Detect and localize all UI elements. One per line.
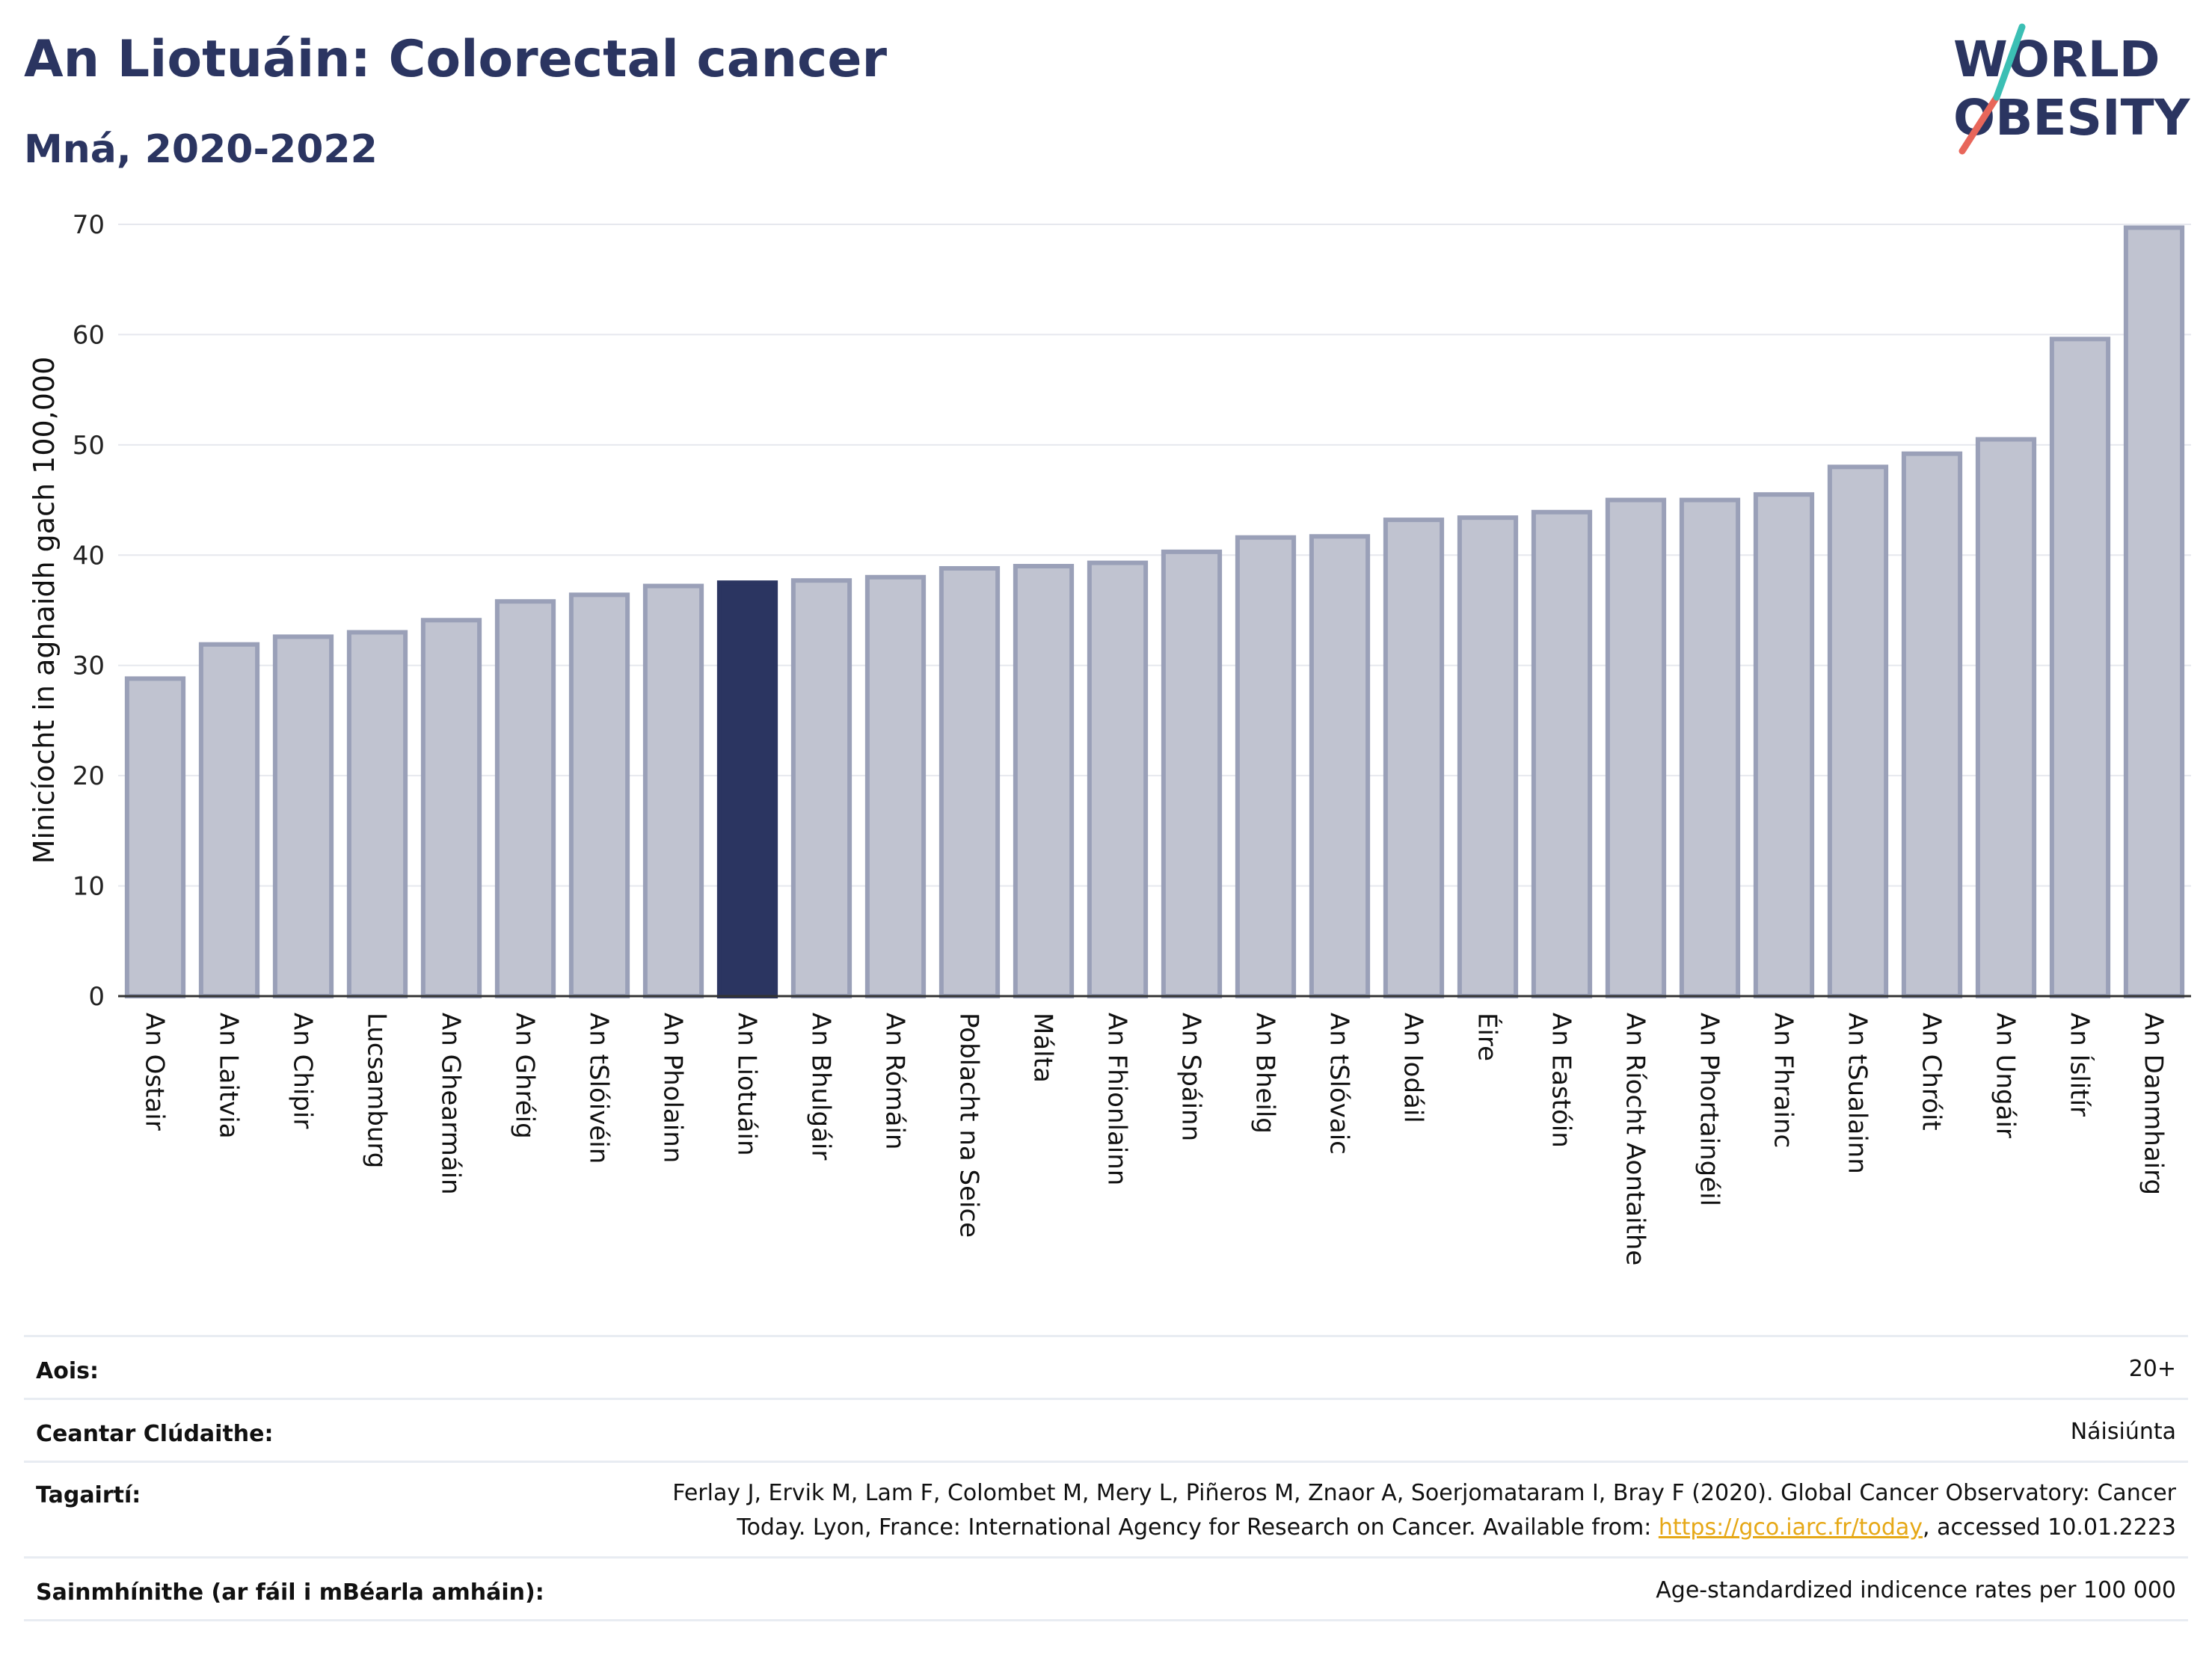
x-tick-label: An Iodáil bbox=[1398, 1013, 1428, 1123]
bar bbox=[198, 642, 260, 999]
x-tick-label: Éire bbox=[1472, 1013, 1503, 1061]
y-tick-label: 50 bbox=[73, 431, 105, 461]
x-tick-label: An Fhionlainn bbox=[1102, 1013, 1132, 1185]
x-tick-label: Poblacht na Seice bbox=[954, 1013, 984, 1238]
x-tick-label: An Chipir bbox=[288, 1013, 318, 1129]
x-tick-label: An tSlóvaic bbox=[1324, 1013, 1354, 1155]
bar bbox=[1309, 534, 1371, 998]
info-key-age: Aois: bbox=[36, 1358, 99, 1384]
x-tick-label: Málta bbox=[1028, 1013, 1058, 1083]
bar bbox=[420, 618, 482, 998]
bar bbox=[790, 578, 852, 998]
x-tick-label: An Ríocht Aontaithe bbox=[1620, 1013, 1650, 1265]
y-axis-label: Minicíocht in aghaidh gach 100,000 bbox=[28, 357, 61, 865]
reference-line1: Ferlay J, Ervik M, Lam F, Colombet M, Me… bbox=[672, 1480, 2176, 1506]
y-tick-label: 40 bbox=[73, 541, 105, 571]
x-tick-label: An Bhulgáir bbox=[806, 1013, 836, 1160]
reference-line2: Today. Lyon, France: International Agenc… bbox=[737, 1514, 2176, 1541]
bar bbox=[1087, 560, 1149, 998]
y-tick-label: 60 bbox=[73, 320, 105, 350]
x-tick-label: An Eastóin bbox=[1546, 1013, 1576, 1148]
x-tick-label: An Íslitír bbox=[2065, 1013, 2095, 1117]
y-tick-label: 30 bbox=[73, 651, 105, 681]
x-tick-label: An Ghréig bbox=[510, 1013, 540, 1139]
info-key-definitions: Sainmhínithe (ar fáil i mBéarla amháin): bbox=[36, 1579, 544, 1606]
y-tick-label: 0 bbox=[88, 982, 105, 1012]
logo-line1: WORLD bbox=[1953, 31, 2160, 88]
bar bbox=[1457, 515, 1519, 998]
page-title: An Liotuáin: Colorectal cancer bbox=[24, 30, 888, 89]
bar bbox=[1605, 497, 1667, 998]
bars bbox=[124, 225, 2185, 999]
x-tick-label: An tSlóivéin bbox=[584, 1013, 614, 1164]
y-tick-label: 70 bbox=[73, 210, 105, 240]
bar bbox=[494, 599, 556, 998]
world-obesity-logo: WORLD OBESITY bbox=[1953, 23, 2191, 155]
bar bbox=[2123, 225, 2185, 998]
info-row-age: Aois: 20+ bbox=[24, 1335, 2188, 1398]
info-key-references: Tagairtí: bbox=[36, 1482, 141, 1508]
bar bbox=[1235, 535, 1297, 998]
info-row-definitions: Sainmhínithe (ar fáil i mBéarla amháin):… bbox=[24, 1556, 2188, 1619]
info-table-bottom-border bbox=[24, 1619, 2188, 1621]
logo-slash-red bbox=[1958, 93, 2000, 155]
logo-slash-teal bbox=[1993, 23, 2026, 101]
y-tick-label: 10 bbox=[73, 872, 105, 902]
x-tick-label: An Fhrainc bbox=[1769, 1013, 1798, 1148]
bar bbox=[1161, 549, 1223, 998]
info-value-coverage: Náisiúnta bbox=[2070, 1419, 2176, 1445]
bar bbox=[1679, 497, 1741, 998]
bar bbox=[1753, 492, 1815, 998]
x-tick-label: An Chróit bbox=[1917, 1013, 1947, 1131]
y-tick-label: 20 bbox=[73, 761, 105, 791]
x-tick-label: An Phortaingéil bbox=[1695, 1013, 1724, 1206]
info-value-definitions: Age-standardized indicence rates per 100… bbox=[1656, 1577, 2176, 1603]
page-subtitle: Mná, 2020-2022 bbox=[24, 127, 378, 172]
x-tick-label: Lucsamburg bbox=[362, 1013, 392, 1168]
x-tick-label: An Spáinn bbox=[1176, 1013, 1206, 1141]
x-tick-label: An Liotuáin bbox=[732, 1013, 762, 1156]
x-tick-label: An Ostair bbox=[140, 1013, 170, 1131]
x-tick-label: An Ghearmáin bbox=[436, 1013, 466, 1195]
info-row-coverage: Ceantar Clúdaithe: Náisiúnta bbox=[24, 1398, 2188, 1461]
x-tick-label: An Danmhairg bbox=[2139, 1013, 2169, 1195]
x-tick-label: An Pholainn bbox=[658, 1013, 688, 1163]
bar bbox=[272, 634, 334, 999]
bar bbox=[124, 676, 186, 998]
bar bbox=[1013, 564, 1075, 998]
x-tick-label: An Laitvia bbox=[214, 1013, 244, 1139]
bar bbox=[642, 583, 704, 998]
info-value-references: Ferlay J, Ervik M, Lam F, Colombet M, Me… bbox=[672, 1476, 2176, 1545]
x-axis-labels: An Ostair An Laitvia An Chipir Lucsamburg An… bbox=[140, 1013, 2169, 1265]
bar bbox=[2049, 337, 2111, 998]
info-value-age: 20+ bbox=[2128, 1356, 2176, 1382]
bar bbox=[1827, 464, 1889, 998]
bar bbox=[1383, 518, 1445, 998]
x-tick-label: An Ungáir bbox=[1991, 1013, 2021, 1138]
bar bbox=[568, 592, 630, 998]
bar bbox=[1901, 451, 1963, 998]
info-key-coverage: Ceantar Clúdaithe: bbox=[36, 1421, 274, 1447]
x-tick-label: An tSualainn bbox=[1843, 1013, 1872, 1174]
bar bbox=[716, 580, 778, 998]
bar bbox=[1531, 509, 1593, 998]
reference-link[interactable]: https://gco.iarc.fr/today bbox=[1658, 1514, 1923, 1541]
bar bbox=[346, 630, 408, 998]
bar-chart: 0 10 20 30 40 50 60 70 An Ostair An Laitvia An Ch… bbox=[28, 210, 2191, 1265]
x-tick-label: An Rómáin bbox=[880, 1013, 910, 1149]
x-tick-label: An Bheilg bbox=[1250, 1013, 1280, 1134]
info-row-references: Tagairtí: Ferlay J, Ervik M, Lam F, Colo… bbox=[24, 1461, 2188, 1556]
bar bbox=[864, 574, 927, 998]
bar bbox=[1975, 437, 2037, 998]
bar bbox=[938, 565, 1001, 998]
y-axis-ticks: 0 10 20 30 40 50 60 70 bbox=[73, 210, 105, 1012]
